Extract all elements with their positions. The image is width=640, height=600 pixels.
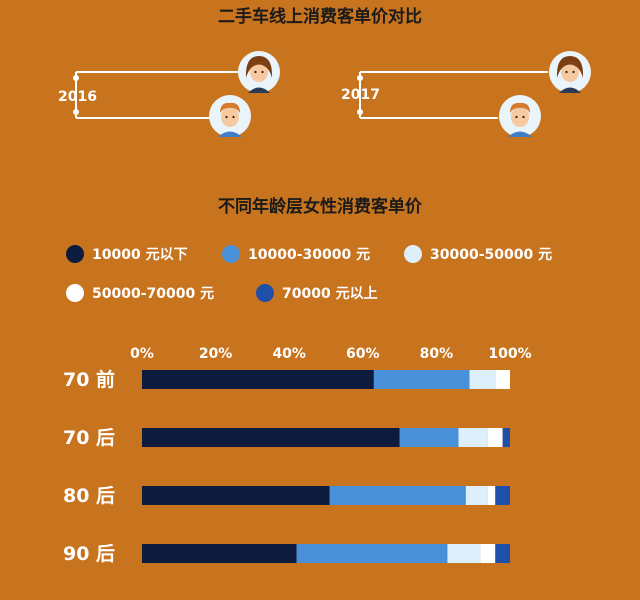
bar-segment: [458, 428, 488, 447]
legend-swatch: [404, 245, 422, 263]
connector-2017: [357, 71, 548, 119]
legend-label: 10000 元以下: [92, 247, 188, 263]
legend-swatch: [256, 284, 274, 302]
bar-segment: [373, 370, 470, 389]
bar-segment: [447, 544, 481, 563]
legend-label: 10000-30000 元: [248, 247, 371, 263]
year-comparison-graphic: [73, 51, 591, 137]
x-tick-label: 80%: [420, 346, 454, 362]
bar-segment: [495, 370, 510, 389]
legend-item-2: 10000-30000 元: [222, 244, 370, 264]
legend-item-3: 30000-50000 元: [404, 244, 552, 264]
category-label: 90 后: [63, 543, 115, 565]
bar-segment: [142, 370, 374, 389]
bar-segment: [469, 370, 496, 389]
year-label-2017: 2017: [341, 87, 380, 103]
male-avatar-icon: [209, 95, 251, 137]
legend-swatch: [222, 245, 240, 263]
bar-segment: [495, 544, 510, 563]
bar-segment: [296, 544, 448, 563]
category-label: 70 前: [63, 368, 115, 391]
x-tick-label: 100%: [488, 346, 531, 362]
bar-segment: [142, 544, 297, 563]
legend-item-5: 70000 元以上: [256, 283, 378, 303]
chart-title: 不同年龄层女性消费客单价: [218, 197, 422, 217]
x-tick-label: 60%: [346, 346, 380, 362]
legend-label: 30000-50000 元: [430, 247, 553, 263]
male-avatar-icon: [499, 95, 541, 137]
legend-label: 70000 元以上: [282, 286, 378, 302]
bar-segment: [329, 486, 466, 505]
legend-item-4: 50000-70000 元: [66, 283, 214, 303]
x-tick-label: 0%: [130, 346, 154, 362]
legend-swatch: [66, 284, 84, 302]
bar-segment: [142, 486, 330, 505]
bar-segment: [495, 486, 510, 505]
legend-label: 50000-70000 元: [92, 286, 215, 302]
x-tick-label: 40%: [272, 346, 306, 362]
year-label-2016: 2016: [58, 89, 97, 105]
category-label: 80 后: [63, 485, 115, 507]
connector-2016: [73, 71, 238, 119]
bar-segment: [502, 428, 510, 447]
x-tick-label: 20%: [199, 346, 233, 362]
bar-segment: [399, 428, 459, 447]
bar-segment: [487, 428, 503, 447]
bar-segment: [465, 486, 488, 505]
bar-segment: [142, 428, 400, 447]
bar-segment: [480, 544, 496, 563]
infographic-title: 二手车线上消费客单价对比: [218, 7, 422, 27]
legend-swatch: [66, 245, 84, 263]
female-avatar-icon: [549, 51, 591, 93]
bar-segment: [487, 486, 496, 505]
female-avatar-icon: [238, 51, 280, 93]
category-label: 70 后: [63, 427, 115, 449]
legend-item-1: 10000 元以下: [66, 244, 188, 264]
